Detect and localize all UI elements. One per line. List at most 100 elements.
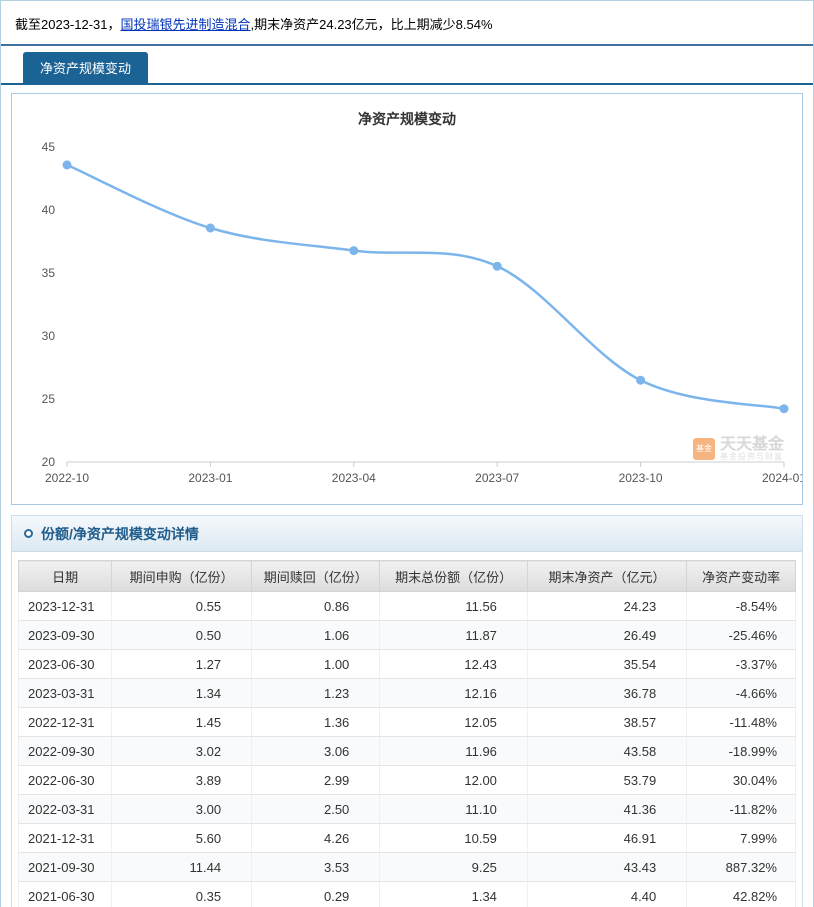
scale-detail-table: 日期 期间申购（亿份） 期间赎回（亿份） 期末总份额（亿份） 期末净资产（亿元） 净资产变… xyxy=(17,560,796,907)
table-cell: 11.87 xyxy=(379,620,528,650)
table-cell: 11.96 xyxy=(379,736,528,766)
table-header-cell: 期末净资产（亿元） xyxy=(526,560,688,592)
table-row: 2022-03-31 3.00 2.50 11.10 41.36 -11.82% xyxy=(17,794,796,824)
table-header-cell: 日期 xyxy=(17,560,113,592)
table-cell: 26.49 xyxy=(526,620,688,650)
table-cell: 1.34 xyxy=(111,678,253,708)
table-cell: 2023-03-31 xyxy=(17,678,113,708)
table-cell: 3.02 xyxy=(111,736,253,766)
table-cell: 2.99 xyxy=(251,765,381,795)
table-cell: 11.56 xyxy=(379,591,528,621)
table-cell: 1.36 xyxy=(251,707,381,737)
table-cell: 3.00 xyxy=(111,794,253,824)
table-cell: -11.48% xyxy=(686,707,796,737)
table-cell: 0.55 xyxy=(111,591,253,621)
chart-point[interactable] xyxy=(779,404,789,414)
table-row: 2021-09-30 11.44 3.53 9.25 43.43 887.32% xyxy=(17,852,796,882)
table-row: 2023-09-30 0.50 1.06 11.87 26.49 -25.46% xyxy=(17,620,796,650)
section-header: 份额/净资产规模变动详情 xyxy=(12,516,802,552)
table-cell: 11.10 xyxy=(379,794,528,824)
table-cell: 30.04% xyxy=(686,765,796,795)
table-header-cell: 净资产变动率 xyxy=(686,560,796,592)
table-cell: 0.50 xyxy=(111,620,253,650)
svg-text:25: 25 xyxy=(42,392,56,406)
table-cell: 41.36 xyxy=(526,794,688,824)
table-cell: 43.58 xyxy=(526,736,688,766)
table-cell: 887.32% xyxy=(686,852,796,882)
table-cell: 1.00 xyxy=(251,649,381,679)
table-cell: -25.46% xyxy=(686,620,796,650)
table-cell: 0.35 xyxy=(111,881,253,907)
table-header-row: 日期 期间申购（亿份） 期间赎回（亿份） 期末总份额（亿份） 期末净资产（亿元） 净资产变… xyxy=(17,560,796,592)
chart-title: 净资产规模变动 xyxy=(358,111,456,127)
table-cell: 12.00 xyxy=(379,765,528,795)
table-cell: 36.78 xyxy=(526,678,688,708)
chart-point[interactable] xyxy=(205,223,215,233)
table-cell: 2021-12-31 xyxy=(17,823,113,853)
table-cell: 2022-03-31 xyxy=(17,794,113,824)
table-cell: 43.43 xyxy=(526,852,688,882)
table-cell: 2021-06-30 xyxy=(17,881,113,907)
tab-strip: 净资产规模变动 xyxy=(1,46,813,85)
chart-point[interactable] xyxy=(349,246,359,256)
table-cell: 3.53 xyxy=(251,852,381,882)
svg-text:2023-07: 2023-07 xyxy=(475,471,519,485)
table-cell: 2022-06-30 xyxy=(17,765,113,795)
table-row: 2022-09-30 3.02 3.06 11.96 43.58 -18.99% xyxy=(17,736,796,766)
tab-net-asset-scale[interactable]: 净资产规模变动 xyxy=(23,52,149,83)
table-cell: 2023-12-31 xyxy=(17,591,113,621)
table-header-cell: 期间赎回（亿份） xyxy=(251,560,381,592)
table-cell: 46.91 xyxy=(526,823,688,853)
table-row: 2022-06-30 3.89 2.99 12.00 53.79 30.04% xyxy=(17,765,796,795)
table-cell: 53.79 xyxy=(526,765,688,795)
table-cell: 7.99% xyxy=(686,823,796,853)
table-row: 2021-12-31 5.60 4.26 10.59 46.91 7.99% xyxy=(17,823,796,853)
table-cell: 2.50 xyxy=(251,794,381,824)
table-cell: 12.43 xyxy=(379,649,528,679)
table-row: 2021-06-30 0.35 0.29 1.34 4.40 42.82% xyxy=(17,881,796,907)
chart-point[interactable] xyxy=(62,160,72,170)
chart-point[interactable] xyxy=(492,261,502,271)
table-row: 2022-12-31 1.45 1.36 12.05 38.57 -11.48% xyxy=(17,707,796,737)
table-cell: 3.89 xyxy=(111,765,253,795)
summary-suffix: ,期末净资产24.23亿元，比上期减少8.54% xyxy=(250,17,493,32)
table-cell: 5.60 xyxy=(111,823,253,853)
svg-text:2023-01: 2023-01 xyxy=(188,471,232,485)
svg-text:45: 45 xyxy=(42,140,56,154)
table-row: 2023-06-30 1.27 1.00 12.43 35.54 -3.37% xyxy=(17,649,796,679)
ring-bullet-icon xyxy=(24,529,33,538)
table-cell: 9.25 xyxy=(379,852,528,882)
table-cell: 2023-06-30 xyxy=(17,649,113,679)
net-asset-line-chart: 20 25 30 35 40 45 2022-10 2023-01 2023-04 2023-07… xyxy=(12,132,807,494)
table-cell: 3.06 xyxy=(251,736,381,766)
svg-text:2023-10: 2023-10 xyxy=(619,471,663,485)
table-cell: -18.99% xyxy=(686,736,796,766)
chart-point[interactable] xyxy=(636,375,646,385)
fund-name-link[interactable]: 国投瑞银先进制造混合 xyxy=(120,17,251,32)
svg-text:2022-10: 2022-10 xyxy=(45,471,89,485)
svg-text:2024-01: 2024-01 xyxy=(762,471,802,485)
table-cell: 1.34 xyxy=(379,881,528,907)
table-header-cell: 期末总份额（亿份） xyxy=(379,560,528,592)
table-cell: 38.57 xyxy=(526,707,688,737)
table-row: 2023-12-31 0.55 0.86 11.56 24.23 -8.54% xyxy=(17,591,796,621)
summary-bar: 截至2023-12-31，国投瑞银先进制造混合,期末净资产24.23亿元，比上期… xyxy=(1,1,813,46)
table-cell: -11.82% xyxy=(686,794,796,824)
svg-text:30: 30 xyxy=(42,329,56,343)
table-cell: 2022-09-30 xyxy=(17,736,113,766)
svg-text:40: 40 xyxy=(42,203,56,217)
table-cell: 12.05 xyxy=(379,707,528,737)
table-cell: -3.37% xyxy=(686,649,796,679)
table-cell: 1.06 xyxy=(251,620,381,650)
scale-table-wrap: 日期 期间申购（亿份） 期间赎回（亿份） 期末总份额（亿份） 期末净资产（亿元） 净资产变… xyxy=(12,552,802,907)
table-cell: 35.54 xyxy=(526,649,688,679)
net-asset-chart-panel: 净资产规模变动 20 25 30 35 40 45 2022-10 2023-01 2023-0… xyxy=(11,93,807,505)
table-cell: -4.66% xyxy=(686,678,796,708)
table-header-cell: 期间申购（亿份） xyxy=(111,560,253,592)
table-cell: 0.29 xyxy=(251,881,381,907)
table-cell: 4.26 xyxy=(251,823,381,853)
table-cell: 2021-09-30 xyxy=(17,852,113,882)
table-cell: 42.82% xyxy=(686,881,796,907)
section-title: 份额/净资产规模变动详情 xyxy=(41,525,199,542)
